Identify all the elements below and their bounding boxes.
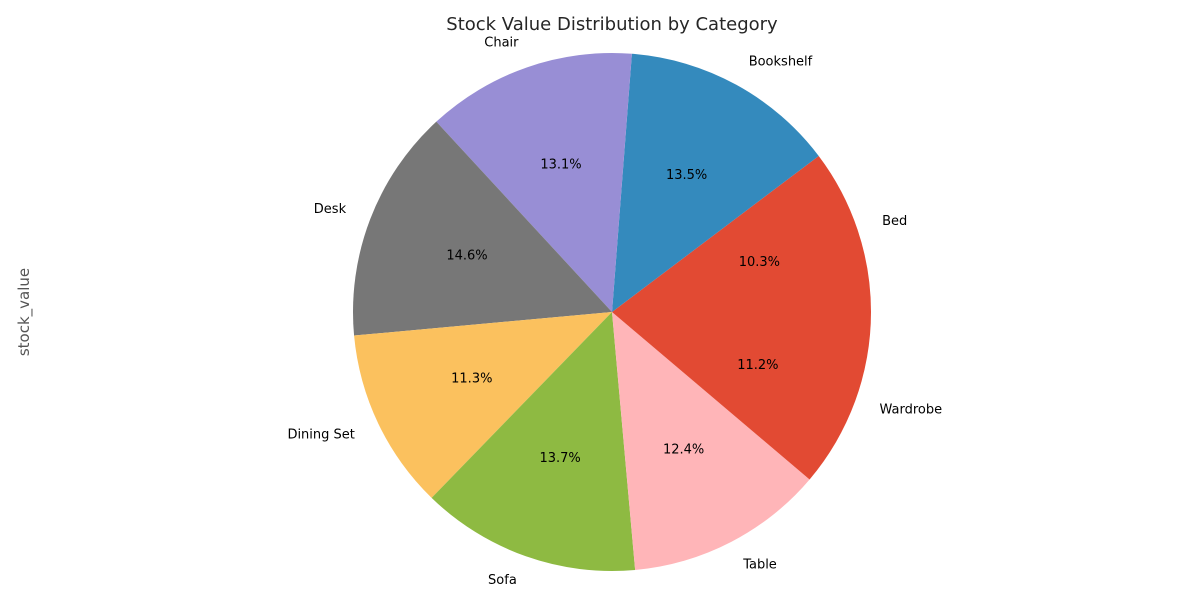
- category-label-bed: Bed: [882, 214, 907, 229]
- slice-sofa: [431, 312, 636, 571]
- percent-label-sofa: 13.7%: [539, 451, 580, 466]
- y-axis-label: stock_value: [15, 268, 34, 356]
- category-label-dining-set: Dining Set: [287, 427, 354, 442]
- category-label-chair: Chair: [484, 35, 519, 50]
- category-label-table: Table: [742, 557, 777, 572]
- slice-chair: [436, 53, 632, 312]
- percent-label-bookshelf: 13.5%: [666, 168, 707, 183]
- slice-wardrobe: [612, 312, 871, 480]
- percent-label-chair: 13.1%: [540, 158, 581, 173]
- category-label-desk: Desk: [314, 202, 347, 217]
- percent-label-wardrobe: 11.2%: [737, 358, 778, 373]
- percent-label-table: 12.4%: [663, 442, 704, 457]
- category-label-sofa: Sofa: [488, 573, 517, 588]
- slice-bookshelf: [612, 53, 819, 313]
- category-labels: Bed Bookshelf Chair Desk Dining Set Sofa Table…: [287, 35, 942, 588]
- slice-bed: [612, 155, 871, 312]
- slice-table: [612, 312, 810, 570]
- percent-labels: 10.3% 13.5% 13.1% 14.6% 11.3% 13.7% 12.4% 11.2%: [446, 158, 780, 466]
- percent-label-desk: 14.6%: [446, 249, 487, 264]
- percent-label-bed: 10.3%: [739, 255, 780, 270]
- slice-desk: [352, 121, 612, 336]
- slice-dining-set: [354, 312, 612, 498]
- category-label-bookshelf: Bookshelf: [749, 55, 813, 70]
- pie-slices: [352, 53, 871, 571]
- percent-label-dining-set: 11.3%: [451, 372, 492, 387]
- category-label-wardrobe: Wardrobe: [880, 403, 943, 418]
- chart-title: Stock Value Distribution by Category: [446, 14, 778, 35]
